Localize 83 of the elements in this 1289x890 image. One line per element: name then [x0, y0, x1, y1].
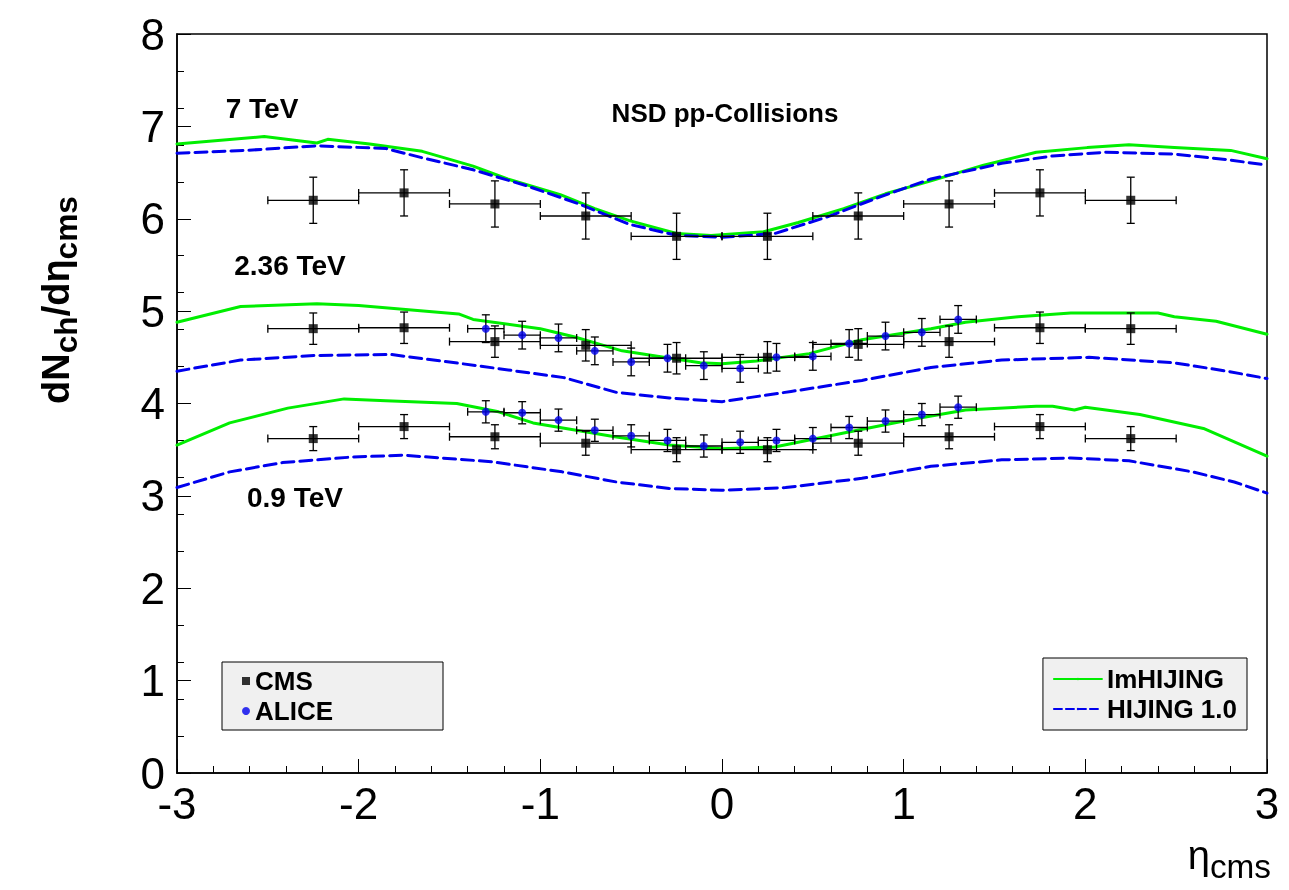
point [308, 434, 318, 444]
point [554, 416, 563, 425]
point [308, 195, 318, 205]
x-tick-label: 0 [709, 778, 735, 828]
point [490, 199, 500, 209]
point [672, 231, 682, 241]
point [762, 231, 772, 241]
point [490, 432, 500, 442]
point [518, 331, 527, 340]
y-tick-label: 4 [140, 379, 165, 428]
legend-label: ImHIJING [1106, 664, 1224, 694]
point [481, 407, 490, 416]
annotation: 7 TeV [225, 92, 299, 124]
annotation: 2.36 TeV [234, 249, 347, 281]
point [1126, 324, 1136, 334]
point [663, 354, 672, 363]
point [1035, 323, 1045, 333]
point [399, 422, 409, 432]
point [663, 436, 672, 445]
y-tick-label: 6 [140, 194, 165, 244]
y-tick-label: 7 [140, 101, 165, 151]
point [627, 431, 636, 440]
x-tick-label: 2 [1073, 778, 1098, 828]
legend-label: HIJING 1.0 [1106, 694, 1238, 724]
y-tick-label: 3 [140, 471, 165, 521]
point [699, 361, 708, 370]
point [590, 346, 599, 355]
point [481, 324, 490, 333]
line-series [175, 397, 1269, 458]
y-tick-label: 5 [140, 286, 165, 336]
legend-label: ALICE [255, 696, 333, 726]
point [917, 410, 926, 419]
point [944, 337, 954, 347]
point [762, 352, 772, 362]
point [772, 436, 781, 445]
y-tick-label: 2 [140, 563, 165, 613]
point [590, 426, 599, 435]
point [699, 441, 708, 450]
point [627, 357, 636, 366]
point [853, 339, 863, 349]
point [490, 337, 500, 347]
point [672, 353, 682, 363]
point [853, 211, 863, 221]
point [944, 199, 954, 209]
point [881, 417, 890, 426]
legend-label: CMS [255, 666, 313, 696]
point [917, 328, 926, 337]
point [736, 438, 745, 447]
point [881, 332, 890, 341]
point [808, 434, 817, 443]
point [581, 438, 591, 448]
point [554, 333, 563, 342]
point [772, 353, 781, 362]
point [808, 352, 817, 361]
point [518, 408, 527, 417]
x-tick-label: -1 [520, 778, 560, 828]
point [1126, 434, 1136, 444]
annotation: 0.9 TeV [247, 481, 344, 513]
x-tick-label: 1 [891, 778, 916, 828]
point [762, 445, 772, 455]
x-tick-label: 3 [1254, 778, 1280, 828]
point [944, 432, 954, 442]
point [1035, 188, 1045, 198]
point [845, 339, 854, 348]
x-axis-title: η$_{cms}$ [1187, 833, 1271, 885]
point [1035, 422, 1045, 432]
text: NSD pp-Collisions [611, 98, 839, 128]
point [1126, 195, 1136, 205]
point [853, 438, 863, 448]
point [581, 340, 591, 350]
point [308, 324, 318, 334]
point [672, 445, 682, 455]
line-series [175, 353, 1269, 404]
point [845, 423, 854, 432]
point [399, 323, 409, 333]
x-tick-label: -2 [339, 778, 379, 828]
point [581, 211, 591, 221]
point [736, 364, 745, 373]
point [954, 315, 963, 324]
y-tick-label: 1 [140, 656, 165, 706]
y-tick-label: 8 [140, 9, 165, 59]
point [954, 403, 963, 412]
point [399, 188, 409, 198]
